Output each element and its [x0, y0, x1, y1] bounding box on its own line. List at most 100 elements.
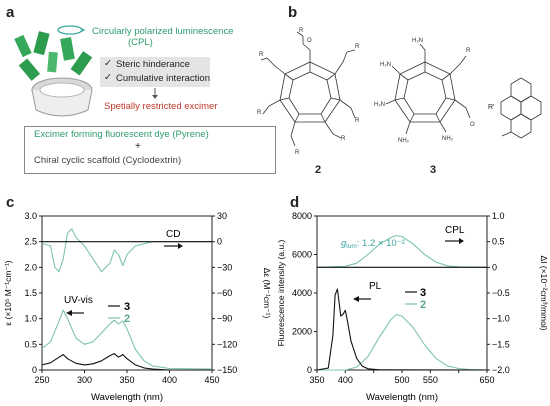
- uv-label: UV-vis: [64, 295, 93, 306]
- series-line-2-right: [316, 234, 488, 268]
- y-right-tick-label: 0.5: [492, 237, 505, 247]
- svg-text:R: R: [299, 28, 304, 34]
- svg-text:R: R: [355, 118, 360, 124]
- x-tick-label: 350: [309, 375, 324, 385]
- y-right-tick-label: 0: [217, 237, 222, 247]
- y-axis-left-label: Fluorescence intensity (a.u.): [276, 239, 286, 346]
- y-left-tick-label: 2.5: [24, 237, 37, 247]
- x-tick-label: 250: [34, 375, 49, 385]
- x-tick-label: 400: [338, 375, 353, 385]
- legend-label-3: 3: [124, 301, 130, 313]
- y-right-tick-label: −150: [217, 365, 237, 375]
- series-line-3-left: [41, 353, 212, 371]
- series-line-2-right: [41, 228, 212, 273]
- y-left-tick-label: 3.0: [24, 211, 37, 221]
- check-item-steric: Steric hinderance: [116, 59, 190, 70]
- svg-text:R: R: [341, 136, 346, 142]
- panel-d-letter: d: [290, 194, 300, 211]
- y-left-tick-label: 6000: [292, 250, 312, 260]
- cpl-abbrev: (CPL): [128, 37, 153, 48]
- cyclodextrin-illustration: [14, 25, 93, 117]
- series-line-3-left: [316, 288, 488, 371]
- y-right-tick-label: −120: [217, 339, 237, 349]
- legend-label-3: 3: [420, 287, 426, 299]
- x-tick-label: 500: [394, 375, 409, 385]
- cd-label: CD: [166, 229, 180, 240]
- y-left-tick-label: 0.5: [24, 339, 37, 349]
- svg-text:R: R: [466, 48, 471, 54]
- y-right-tick-label: −90: [217, 314, 232, 324]
- x-tick-label: 400: [162, 375, 177, 385]
- y-left-tick-label: 2000: [292, 327, 312, 337]
- dye-label: Excimer forming fluorescent dye (Pyrene): [34, 129, 209, 140]
- glum-value: : 1.2 × 10⁻²: [357, 238, 405, 249]
- glum-subscript: lum: [346, 243, 356, 250]
- compound-3-structure: H₂N H₂N H₂N NH₂ NH₂ R O: [374, 38, 475, 144]
- svg-text:R: R: [355, 44, 360, 50]
- svg-text:NH₂: NH₂: [398, 138, 410, 144]
- x-axis-label: Wavelength (nm): [366, 392, 438, 403]
- panel-a-letter: a: [6, 4, 15, 21]
- plot-frame: [41, 215, 213, 371]
- x-tick-label: 450: [204, 375, 219, 385]
- legend-label-2: 2: [124, 313, 130, 325]
- y-left-tick-label: 4000: [292, 288, 312, 298]
- pyrene-structure: [500, 77, 542, 139]
- compound-2-structure: ROR RRR RR: [257, 28, 360, 156]
- svg-text:NH₂: NH₂: [442, 136, 454, 142]
- series-line-2-left: [317, 314, 488, 371]
- chart-pl-cpl: 350 400 500 550 650 0 2000 4000 6000 8000 1.0 0.5 0 −…: [276, 211, 549, 403]
- dye-scaffold-box: [24, 126, 276, 174]
- y-left-tick-label: 8000: [292, 211, 312, 221]
- r-prime-label: R′: [488, 104, 495, 111]
- svg-text:glum: 1.2 × 10⁻²: glum: 1.2 × 10⁻²: [341, 238, 405, 250]
- svg-text:O: O: [470, 122, 475, 128]
- series-line-2-left: [41, 309, 213, 370]
- y-right-tick-label: −1.5: [492, 339, 510, 349]
- right-arrow-icon: [164, 243, 183, 249]
- left-arrow-icon: [66, 310, 84, 316]
- compound-2-label: 2: [315, 164, 322, 176]
- y-left-tick-label: 2.0: [24, 262, 37, 272]
- y-axis-left-label: ε (×10⁵ M⁻¹cm⁻¹): [3, 260, 13, 325]
- panel-b-letter: b: [288, 4, 298, 21]
- y-right-tick-label: 0: [492, 262, 497, 272]
- left-arrow-icon: [353, 296, 371, 302]
- legend-label-2: 2: [420, 299, 426, 311]
- y-axis-right-label: ΔI (×10⁻²cm³/mmol): [539, 255, 549, 330]
- check-item-cumulative: Cumulative interaction: [116, 73, 210, 84]
- x-tick-label: 650: [479, 375, 494, 385]
- y-right-tick-label: −60: [217, 288, 232, 298]
- y-right-tick-label: −0.5: [492, 288, 510, 298]
- y-right-tick-label: −1.0: [492, 314, 510, 324]
- svg-text:R: R: [259, 52, 264, 58]
- excimer-label: Spetially restricted excimer: [104, 101, 218, 112]
- x-tick-label: 300: [77, 375, 92, 385]
- check-icon: ✓: [104, 58, 112, 69]
- y-left-tick-label: 1.0: [24, 314, 37, 324]
- y-left-tick-label: 0: [32, 365, 37, 375]
- x-axis-label: Wavelength (nm): [91, 392, 163, 403]
- plus-sign: +: [135, 141, 141, 152]
- x-tick-label: 350: [119, 375, 134, 385]
- scaffold-label: Chiral cyclic scaffold (Cyclodextrin): [34, 155, 182, 166]
- glum-symbol: g: [341, 238, 347, 249]
- svg-text:R: R: [295, 150, 300, 156]
- svg-text:R: R: [257, 110, 262, 116]
- compound-3-label: 3: [430, 164, 437, 176]
- y-left-tick-label: 1.5: [24, 288, 37, 298]
- check-icon: ✓: [104, 72, 112, 83]
- panel-c-letter: c: [6, 194, 15, 211]
- checklist-box: [100, 57, 210, 87]
- y-right-tick-label: −2.0: [492, 365, 510, 375]
- cpl-title: Circularly polarized luminescence: [92, 26, 234, 37]
- svg-text:O: O: [307, 38, 312, 44]
- y-axis-right-label: Δε (M⁻¹cm⁻¹): [262, 268, 272, 319]
- x-tick-label: 550: [423, 375, 438, 385]
- cpl-label: CPL: [445, 225, 465, 236]
- svg-text:H₂N: H₂N: [412, 38, 423, 44]
- y-right-tick-label: −30: [217, 262, 232, 272]
- y-left-tick-label: 0: [307, 365, 312, 375]
- svg-text:H₂N: H₂N: [374, 102, 385, 108]
